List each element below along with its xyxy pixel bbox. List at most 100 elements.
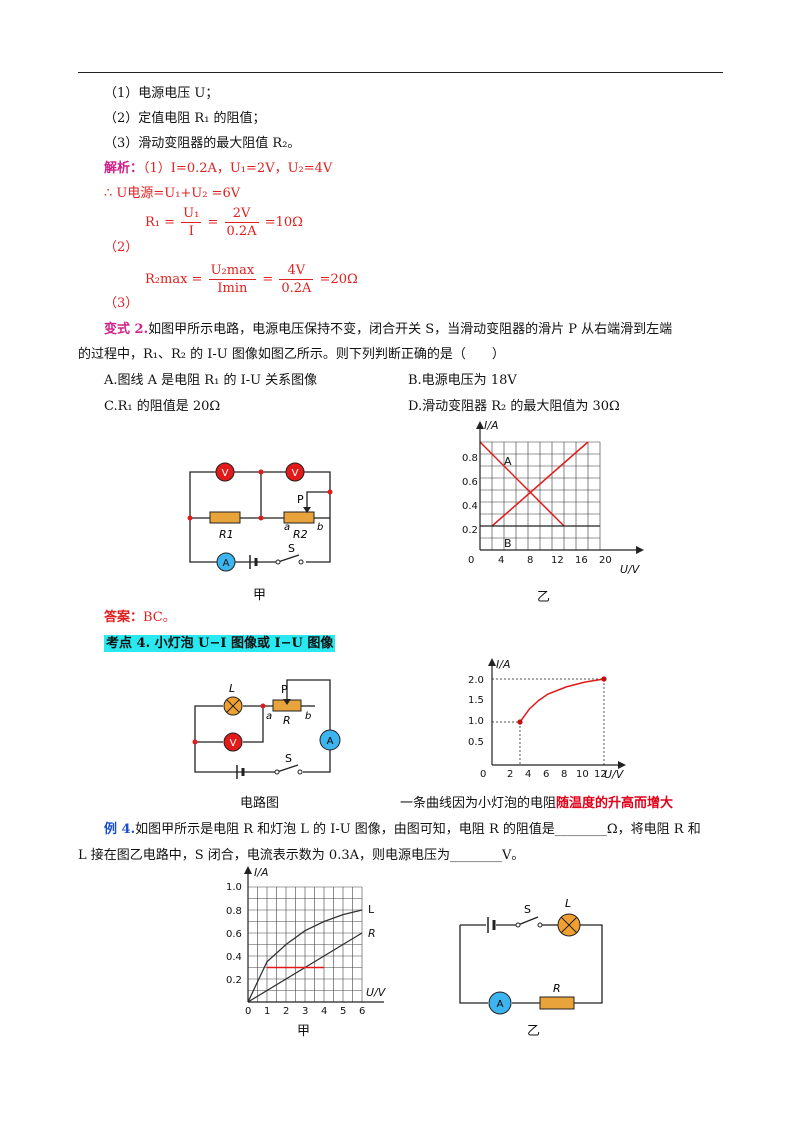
ammeter-2-label: A	[327, 736, 334, 747]
lamp-2-label: L	[565, 897, 571, 910]
lamp-ytick-05: 0.5	[468, 737, 484, 748]
question-2: （2）定值电阻 R₁ 的阻值；	[104, 111, 266, 126]
yi-series-b	[491, 441, 589, 527]
lamp-xtick-2: 2	[507, 769, 513, 780]
formula-index-3: （3）	[104, 296, 139, 311]
fraction-4v-over-02a: 4V 0.2A	[279, 263, 314, 296]
caption-yi-2: 乙	[527, 1024, 541, 1039]
chart-yi: 0.8 0.6 0.4 0.2 0 4 8 12 16 20 I/A U/V A…	[462, 419, 644, 576]
fraction-2v-over-02a: 2V 0.2A	[224, 206, 259, 239]
answer-value: BC。	[143, 610, 176, 625]
formula-r1: R₁ = U₁ I = 2V 0.2A =10Ω	[145, 206, 303, 239]
ex4-series-l	[247, 909, 363, 1003]
solution-label: 解析：	[104, 161, 144, 176]
lamp-xlabel: U/V	[604, 768, 625, 781]
example4-stem-1: 例 4.如图甲所示是电阻 R 和灯泡 L 的 I-U 图像，由图可知，电阻 R …	[104, 822, 701, 837]
yi-label-b: B	[504, 537, 512, 550]
lamp-note: 一条曲线因为小灯泡的电阻随温度的升高而增大	[400, 796, 674, 811]
circuit-diagram-lamp: L P R a b V A S	[192, 679, 341, 779]
ammeter-3-label: A	[497, 999, 504, 1010]
chart-ex4-series	[247, 909, 363, 1003]
ex4-ytick-02: 0.2	[226, 975, 242, 986]
end-a2-label: a	[266, 711, 272, 722]
answer-line: 答案：BC。	[104, 606, 176, 625]
ex4-xlabel: U/V	[366, 986, 387, 999]
r-label-2: R	[283, 714, 291, 727]
end-b-label: b	[317, 522, 323, 533]
ex4-ytick-04: 0.4	[226, 952, 242, 963]
caption-yi-1: 乙	[537, 590, 551, 605]
chart-lamp: 2.0 1.5 1.0 0.5 0 2 4 6 8 10 12 I/A U/V	[452, 658, 632, 782]
lamp-xtick-10: 10	[576, 769, 589, 780]
example4-label: 例 4.	[104, 822, 136, 837]
lamp-xtick-12: 12	[594, 769, 607, 780]
ex4-xtick-3: 3	[302, 1006, 308, 1017]
yi-xtick-16: 16	[575, 555, 588, 566]
lamp-ytick-0: 0	[480, 769, 486, 780]
chart-ex4: 1.0 0.8 0.6 0.4 0.2 0 1 2 3 4 5 6 I/A U/…	[220, 866, 390, 1021]
lamp-guide-max	[492, 678, 605, 765]
ex4-label-r: R	[368, 927, 376, 940]
slider-p-label: P	[297, 493, 304, 506]
section-heading-kaodian4: 考点 4. 小灯泡 U−I 图像或 I−U 图像	[104, 635, 336, 652]
lamp-xtick-4: 4	[525, 769, 531, 780]
solution-line-1: 解析：（1）I=0.2A，U₁=2V，U₂=4V	[104, 157, 332, 176]
lamp-guide-min	[492, 721, 521, 765]
yi-xtick-12: 12	[551, 555, 564, 566]
variant2-label: 变式 2.	[104, 322, 149, 337]
caption-jia-2: 甲	[297, 1024, 311, 1039]
lamp-curve-line	[519, 678, 605, 723]
yi-ytick-04: 0.4	[462, 501, 478, 512]
chart-yi-grid	[479, 441, 601, 551]
yi-series-a	[479, 441, 565, 527]
ex4-xtick-0: 0	[245, 1006, 251, 1017]
ex4-ytick-10: 1.0	[226, 882, 242, 893]
ex4-xtick-5: 5	[340, 1006, 346, 1017]
voltmeter-3-label: V	[230, 738, 237, 749]
r2-label: R2	[293, 528, 308, 541]
yi-ytick-02: 0.2	[462, 525, 478, 536]
lamp-ylabel: I/A	[496, 658, 510, 671]
ex4-xtick-1: 1	[264, 1006, 270, 1017]
ex4-label-l: L	[368, 903, 375, 916]
lamp-ytick-10: 1.0	[468, 716, 484, 727]
r1-label: R1	[219, 528, 234, 541]
caption-jia-1: 甲	[253, 588, 267, 603]
lamp-xtick-8: 8	[561, 769, 567, 780]
ex4-ytick-06: 0.6	[226, 929, 242, 940]
lamp-point-start	[517, 719, 523, 725]
yi-xtick-20: 20	[599, 555, 612, 566]
formula-index-2: （2）	[104, 240, 139, 255]
fraction-u1-over-i: U₁ I	[181, 206, 202, 239]
lamp-point-end	[601, 676, 607, 682]
header-rule	[78, 72, 723, 73]
fraction-u2max-over-imin: U₂max Imin	[208, 263, 257, 296]
yi-ytick-0: 0	[468, 555, 474, 566]
yi-ytick-06: 0.6	[462, 477, 478, 488]
answer-label: 答案：	[104, 610, 144, 625]
lamp-label: L	[229, 682, 235, 695]
lamp-xtick-6: 6	[543, 769, 549, 780]
ex4-xtick-2: 2	[283, 1006, 289, 1017]
option-a: A.图线 A 是电阻 R₁ 的 I-U 关系图像	[104, 373, 318, 388]
solution-given: （1）I=0.2A，U₁=2V，U₂=4V	[143, 161, 333, 176]
r-label-3: R	[553, 982, 561, 995]
yi-label-a: A	[504, 455, 512, 468]
lamp-ytick-20: 2.0	[468, 675, 484, 686]
yi-ytick-08: 0.8	[462, 453, 478, 464]
yi-xtick-8: 8	[527, 555, 533, 566]
ex4-xtick-6: 6	[359, 1006, 365, 1017]
question-1: （1）电源电压 U；	[104, 86, 219, 101]
circuit-diagram-jia: V V A P R1 R2 a b S	[187, 462, 333, 572]
circuit-diagram-ex4: S L A R	[459, 897, 603, 1015]
chart-lamp-guides	[492, 678, 605, 765]
solution-line-2: ∴ U电源=U₁+U₂ =6V	[104, 186, 241, 201]
variant2-stem-1: 变式 2.如图甲所示电路，电源电压保持不变，闭合开关 S，当滑动变阻器的滑片 P…	[104, 322, 673, 337]
caption-circuit: 电路图	[240, 796, 280, 811]
example4-stem-2: L 接在图乙电路中，S 闭合，电流表示数为 0.3A，则电源电压为_______…	[78, 848, 525, 863]
ex4-ylabel: I/A	[254, 866, 268, 879]
switch-3-label: S	[524, 903, 531, 916]
option-d: D.滑动变阻器 R₂ 的最大阻值为 30Ω	[408, 399, 620, 414]
end-a-label: a	[284, 522, 290, 533]
variant2-stem-2: 的过程中，R₁、R₂ 的 I-U 图像如图乙所示。则下列判断正确的是（ ）	[78, 347, 505, 362]
